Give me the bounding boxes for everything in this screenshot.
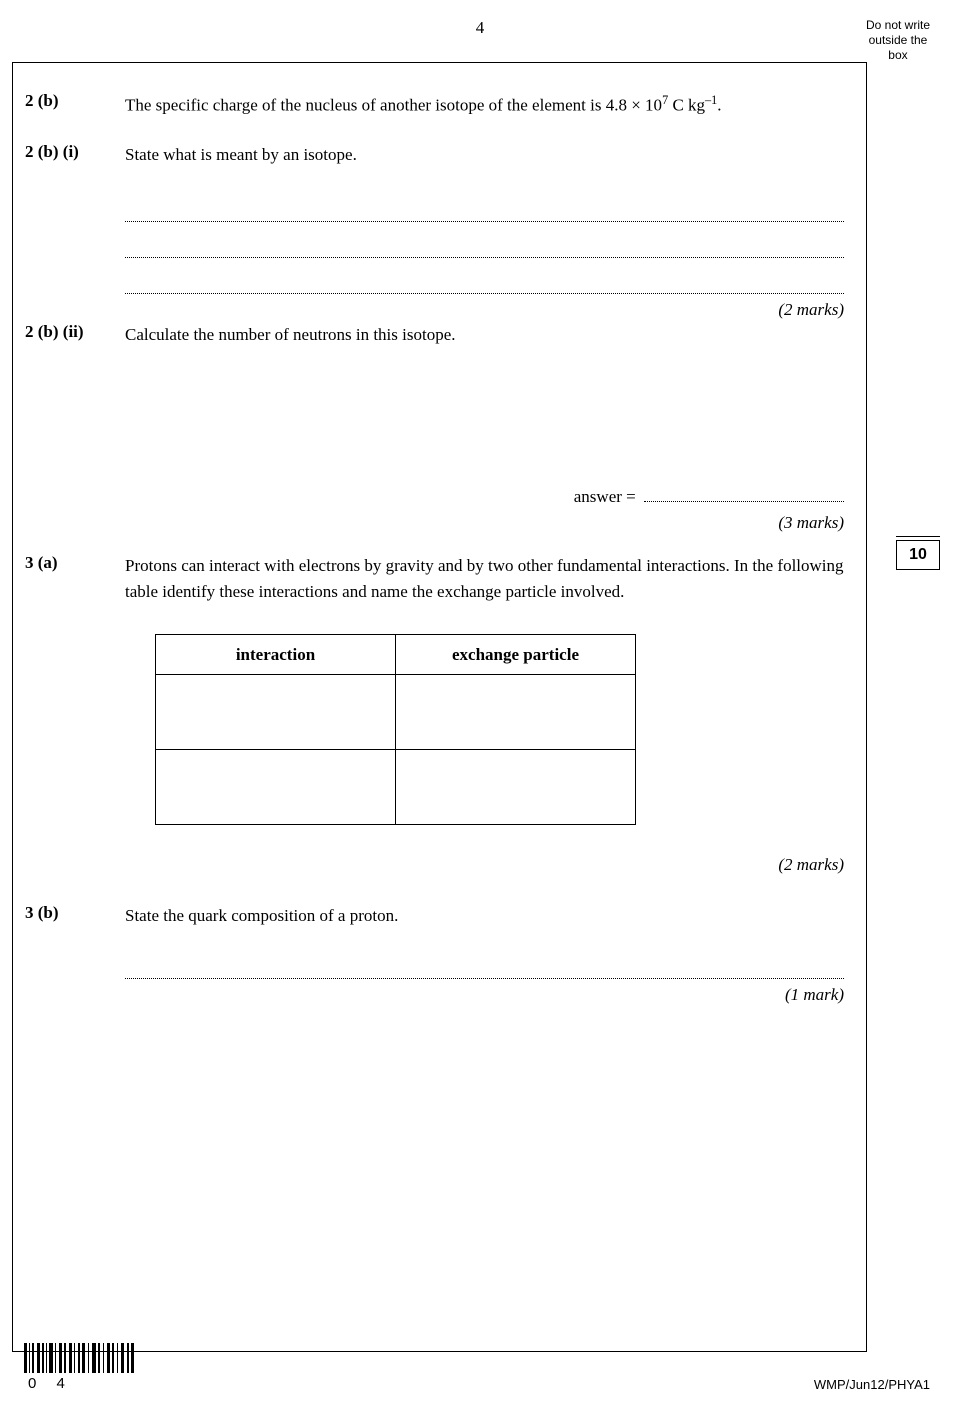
text-segment: The specific charge of the nucleus of an… <box>125 96 631 115</box>
question-2bii: 2 (b) (ii) Calculate the number of neutr… <box>25 322 844 348</box>
answer-line[interactable] <box>125 949 844 979</box>
barcode-area: 0 4 <box>24 1343 134 1392</box>
table-header-interaction: interaction <box>156 635 396 675</box>
answer-lines-block <box>125 949 844 979</box>
interaction-table: interaction exchange particle <box>155 634 636 825</box>
score-box-line <box>896 536 940 537</box>
answer-line[interactable] <box>125 264 844 294</box>
superscript: –1 <box>705 93 717 107</box>
question-text: Protons can interact with electrons by g… <box>125 553 844 604</box>
text-segment: × 10 <box>631 96 662 115</box>
question-2bi: 2 (b) (i) State what is meant by an isot… <box>25 142 844 168</box>
score-box: 10 <box>896 536 940 570</box>
table-row <box>156 750 636 825</box>
question-3b: 3 (b) State the quark composition of a p… <box>25 903 844 929</box>
question-label: 3 (b) <box>25 903 125 923</box>
question-text: State the quark composition of a proton. <box>125 903 844 929</box>
marks-label: (2 marks) <box>25 855 844 875</box>
page-footer: 0 4 WMP/Jun12/PHYA1 <box>24 1343 930 1392</box>
table-row <box>156 675 636 750</box>
question-2b: 2 (b) The specific charge of the nucleus… <box>25 91 844 118</box>
answer-line[interactable] <box>125 228 844 258</box>
table-cell[interactable] <box>396 675 636 750</box>
answer-lines-block <box>125 192 844 294</box>
table-cell[interactable] <box>396 750 636 825</box>
score-value: 10 <box>896 540 940 570</box>
paper-code: WMP/Jun12/PHYA1 <box>814 1377 930 1392</box>
question-text: The specific charge of the nucleus of an… <box>125 91 844 118</box>
answer-line[interactable] <box>125 192 844 222</box>
text-segment: . <box>717 96 721 115</box>
margin-line: Do not write <box>866 18 930 33</box>
marks-label: (2 marks) <box>25 300 844 320</box>
marks-label: (1 mark) <box>25 985 844 1005</box>
table-cell[interactable] <box>156 675 396 750</box>
content-frame: 2 (b) The specific charge of the nucleus… <box>12 62 867 1352</box>
question-label: 2 (b) (i) <box>25 142 125 162</box>
question-3a: 3 (a) Protons can interact with electron… <box>25 553 844 604</box>
barcode-page-numbers: 0 4 <box>28 1375 134 1392</box>
question-label: 2 (b) (ii) <box>25 322 125 342</box>
question-text: State what is meant by an isotope. <box>125 142 844 168</box>
question-label: 2 (b) <box>25 91 125 111</box>
answer-blank[interactable] <box>644 501 844 502</box>
page-number: 4 <box>476 18 485 38</box>
question-text: Calculate the number of neutrons in this… <box>125 322 844 348</box>
table-cell[interactable] <box>156 750 396 825</box>
answer-label: answer = <box>574 487 640 506</box>
margin-line: outside the <box>866 33 930 48</box>
margin-line: box <box>866 48 930 63</box>
barcode-icon <box>24 1343 134 1373</box>
text-segment: C kg <box>668 96 705 115</box>
question-label: 3 (a) <box>25 553 125 573</box>
marks-label: (3 marks) <box>25 513 844 533</box>
table-header-exchange: exchange particle <box>396 635 636 675</box>
table-header-row: interaction exchange particle <box>156 635 636 675</box>
answer-equals-line: answer = <box>125 487 844 507</box>
margin-do-not-write: Do not write outside the box <box>866 18 930 63</box>
